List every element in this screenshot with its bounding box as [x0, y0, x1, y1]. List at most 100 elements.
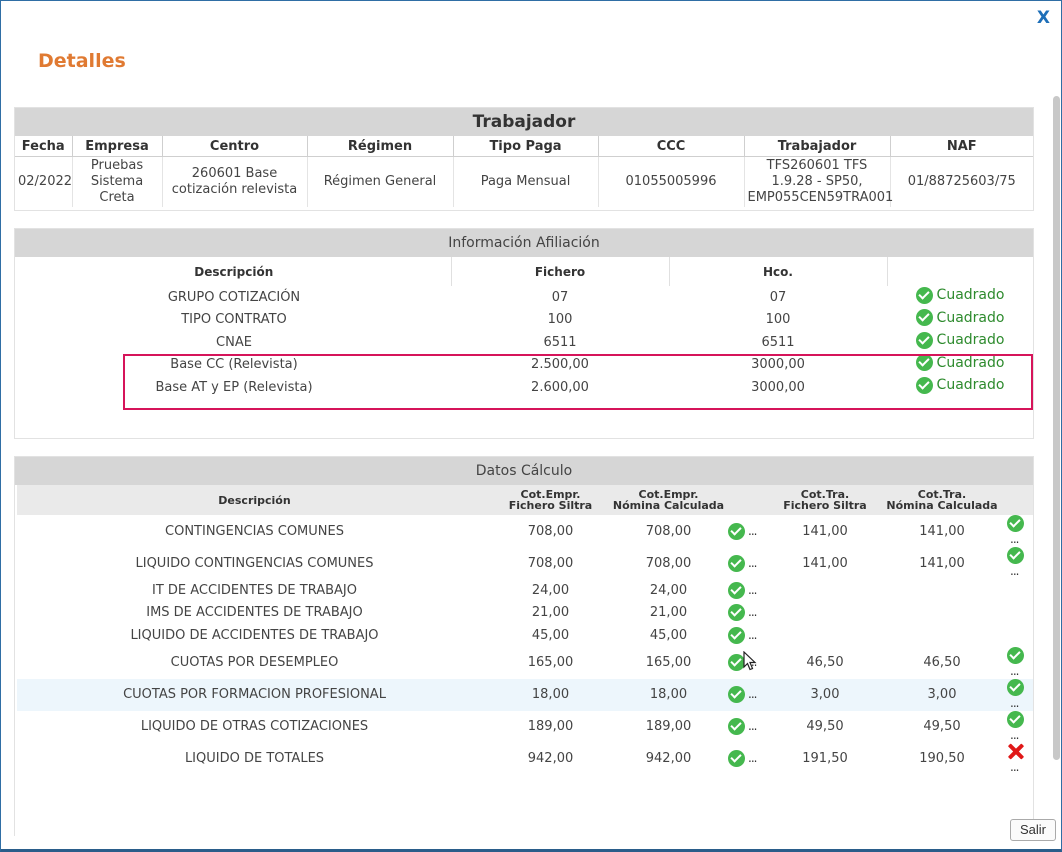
cell-emp-status: ... [728, 602, 773, 625]
check-icon [915, 286, 933, 304]
cell-tra-nomina: 141,00 [919, 523, 965, 539]
table-row: CUOTAS POR FORMACION PROFESIONAL 18,00 18,… [17, 678, 1033, 711]
col-header: Trabajador [744, 136, 891, 157]
cell-tra-nomina [877, 602, 1007, 625]
cell-desc: CNAE [216, 334, 252, 350]
table-row: CONTINGENCIAS COMUNES 708,00 708,00... 141,… [17, 515, 1033, 547]
col-descripcion: Descripción [218, 493, 291, 507]
details-link[interactable]: ... [748, 582, 758, 597]
details-link[interactable]: ... [748, 687, 758, 701]
cell-desc: GRUPO COTIZACIÓN [167, 289, 301, 305]
cell-tra-fichero [773, 624, 877, 647]
details-link[interactable]: ... [1010, 695, 1020, 710]
table-cell: 01055005996 [598, 156, 745, 207]
details-link[interactable]: ... [1010, 759, 1020, 774]
details-link[interactable]: ... [1010, 532, 1020, 546]
cell-fichero: 100 [547, 312, 573, 328]
cell-tra-fichero [773, 602, 877, 625]
status-badge: Cuadrado [915, 286, 1005, 304]
col-header [887, 257, 1033, 286]
cell-status: Cuadrado [887, 331, 1033, 354]
table-row: TIPO CONTRATO 100 100 Cuadrado [17, 309, 1033, 332]
vertical-scrollbar[interactable] [1053, 96, 1060, 760]
cell-emp-fichero: 708,00 [527, 523, 574, 539]
col-header: Empresa [72, 136, 163, 157]
cell-tra-fichero: 191,50 [802, 751, 848, 766]
salir-button[interactable]: Salir [1010, 819, 1056, 841]
col-header: CCC [598, 136, 745, 157]
details-link[interactable]: ... [1010, 663, 1020, 678]
cross-icon [1007, 743, 1024, 760]
cell-emp-nomina: 708,00 [645, 555, 692, 571]
cell-fichero: 2.600,00 [531, 379, 589, 395]
col-tra-fichero: Cot.Tra. Fichero Siltra [783, 488, 867, 512]
status-label: Cuadrado [936, 287, 1005, 304]
table-cell: 260601 Base cotización relevista [162, 156, 308, 207]
check-icon [728, 718, 745, 735]
details-link[interactable]: ... [748, 605, 758, 620]
cell-tra-fichero: 46,50 [806, 655, 844, 670]
status-badge: Cuadrado [915, 376, 1004, 394]
cell-hco: 3000,00 [751, 357, 805, 373]
cell-descripcion: CONTINGENCIAS COMUNES [165, 523, 344, 539]
check-icon [728, 581, 745, 599]
cell-hco: 6511 [761, 334, 795, 350]
cell-tra-fichero: 3,00 [773, 678, 877, 711]
check-icon [728, 750, 745, 767]
cell-tra-status: ... [1007, 743, 1033, 775]
table-row: IT DE ACCIDENTES DE TRABAJO 24,00 24,00... [17, 579, 1033, 602]
table-cell: 02/2022 [15, 156, 73, 207]
cell-emp-nomina: 21,00 [649, 605, 688, 621]
table-cell: Pruebas Sistema Creta [72, 156, 163, 207]
col-header: Fecha [15, 136, 73, 157]
details-link[interactable]: ... [748, 523, 758, 538]
status-badge: Cuadrado [915, 354, 1005, 372]
cell-tra-nomina: 49,50 [923, 719, 961, 734]
table-cell: Paga Mensual [453, 156, 599, 207]
cell-tra-nomina: 3,00 [877, 678, 1007, 711]
calculo-table: Descripción Cot.Empr. Fichero Siltra Cot.… [17, 485, 1033, 775]
details-link[interactable]: ... [748, 751, 758, 765]
table-cell: TFS260601 TFS 1.9.28 - SP50, EMP055CEN59… [744, 156, 893, 207]
cell-emp-status: ... [728, 743, 773, 775]
details-link[interactable]: ... [1010, 727, 1020, 742]
cell-emp-nomina: 942,00 [645, 751, 692, 766]
cell-status: Cuadrado [887, 286, 1033, 309]
table-cell: Régimen General [307, 156, 454, 207]
details-link[interactable]: ... [748, 627, 758, 642]
cell-tra-nomina: 46,50 [923, 655, 961, 670]
check-icon [728, 522, 745, 540]
cell-descripcion: LIQUIDO DE ACCIDENTES DE TRABAJO [130, 627, 379, 643]
status-label: Cuadrado [936, 309, 1005, 326]
table-row: Base CC (Relevista) 2.500,00 3000,00 Cuadra… [17, 354, 1033, 377]
cell-tra-status [1007, 579, 1033, 602]
col-header: Hco. [669, 257, 888, 286]
mouse-cursor-icon [743, 651, 757, 671]
details-link[interactable]: ... [748, 719, 758, 733]
cell-emp-fichero: 24,00 [531, 582, 570, 598]
check-icon [1007, 547, 1024, 564]
cell-tra-fichero: 141,00 [802, 523, 848, 539]
status-label: Cuadrado [936, 332, 1005, 349]
cell-emp-status: ... [728, 711, 773, 743]
check-icon [1007, 646, 1024, 664]
table-cell: 01/88725603/75 [907, 174, 1016, 189]
cell-fichero: 6511 [543, 334, 577, 350]
status-label: Cuadrado [936, 354, 1005, 371]
col-emp-fichero: Cot.Empr. Fichero Siltra [508, 488, 593, 512]
cell-emp-nomina: 165,00 [645, 655, 692, 670]
check-icon [728, 604, 745, 622]
trabajador-panel: Trabajador Fecha Empresa Centro Régimen Tipo… [14, 107, 1034, 211]
cell-status: Cuadrado [887, 309, 1033, 332]
table-row: CNAE 6511 6511 Cuadrado [17, 331, 1033, 354]
details-link[interactable]: ... [748, 555, 758, 570]
check-icon [728, 626, 745, 644]
table-row: IMS DE ACCIDENTES DE TRABAJO 21,00 21,00..… [17, 602, 1033, 625]
cell-emp-fichero: 165,00 [527, 655, 574, 670]
cell-emp-nomina: 708,00 [645, 523, 692, 539]
check-icon [915, 376, 933, 394]
close-button[interactable]: X [1036, 8, 1050, 28]
cell-status: Cuadrado [887, 354, 1033, 377]
cell-tra-nomina [877, 624, 1007, 647]
details-link[interactable]: ... [1010, 564, 1020, 578]
